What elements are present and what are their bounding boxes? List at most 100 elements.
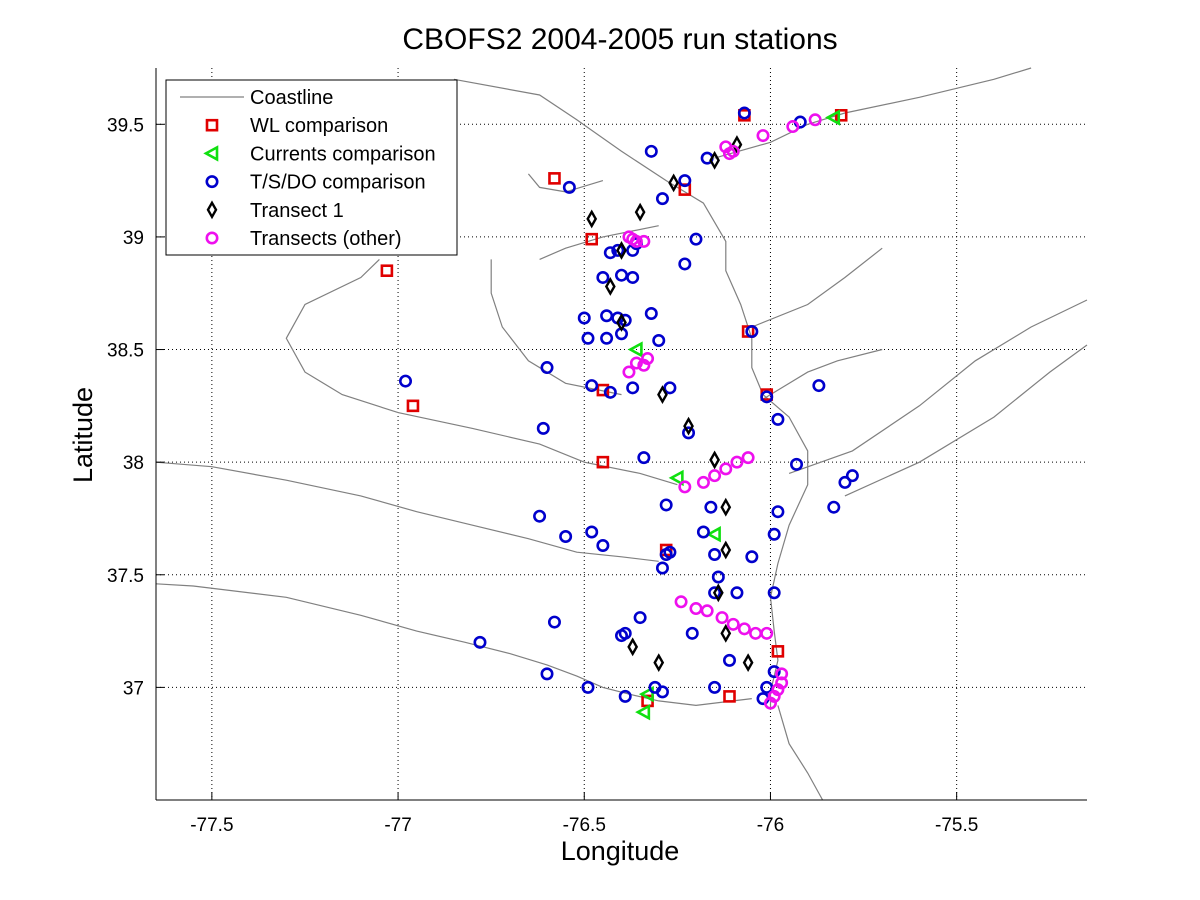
y-tick-label: 37 — [123, 678, 144, 699]
legend: Coastline WL comparison Currents compariso… — [165, 79, 458, 256]
station-marker — [708, 547, 722, 561]
x-tick-label: -76 — [757, 815, 784, 836]
station-marker — [763, 696, 777, 710]
station-marker — [663, 545, 677, 559]
station-marker — [678, 174, 692, 188]
station-marker — [577, 311, 591, 325]
coastline-segment — [844, 344, 1088, 497]
station-marker — [655, 192, 669, 206]
x-axis-label: Longitude — [561, 836, 680, 866]
y-tick-label: 38.5 — [107, 341, 144, 362]
station-marker — [771, 412, 785, 426]
coastline-segment — [490, 259, 622, 396]
station-marker — [722, 147, 736, 161]
station-marker — [596, 455, 610, 469]
station-marker — [600, 331, 614, 345]
series-transects-other — [622, 113, 822, 710]
series-currents-comparison — [627, 109, 841, 721]
station-marker — [406, 399, 420, 413]
station-marker — [668, 173, 680, 193]
station-marker — [720, 497, 732, 517]
station-marker — [668, 469, 684, 487]
legend-marker-swatch — [203, 145, 219, 162]
station-marker — [644, 307, 658, 321]
station-marker — [771, 645, 785, 658]
station-marker — [730, 586, 744, 600]
station-marker — [834, 108, 848, 122]
station-marker — [596, 538, 610, 552]
station-marker — [696, 475, 710, 489]
legend-entry-label: Currents comparison — [250, 143, 436, 165]
station-marker — [637, 451, 651, 465]
station-marker — [678, 257, 692, 271]
station-marker — [827, 500, 841, 514]
legend-entry-label: T/S/DO comparison — [250, 172, 426, 194]
station-marker — [683, 416, 694, 436]
station-marker — [562, 180, 576, 194]
station-marker — [723, 690, 736, 703]
station-marker — [618, 626, 632, 640]
station-marker — [726, 617, 740, 631]
station-marker — [845, 469, 859, 483]
station-marker — [790, 457, 804, 471]
station-marker — [730, 455, 744, 469]
station-marker — [380, 264, 394, 278]
station-marker — [548, 172, 561, 185]
station-marker — [737, 622, 751, 636]
station-marker — [771, 505, 785, 519]
y-tick-label: 39.5 — [107, 115, 144, 136]
station-marker — [745, 325, 759, 339]
station-marker — [711, 570, 725, 584]
station-marker — [682, 426, 696, 440]
station-marker — [737, 106, 751, 120]
station-marker — [655, 685, 669, 699]
coastline-segment — [777, 705, 824, 801]
station-marker — [596, 270, 610, 284]
station-marker — [678, 480, 692, 494]
station-marker — [756, 129, 770, 143]
station-marker — [618, 689, 632, 703]
legend-marker-swatch — [205, 118, 219, 132]
station-marker — [745, 550, 759, 564]
station-marker — [767, 586, 781, 600]
station-marker — [715, 611, 729, 625]
station-marker — [720, 540, 732, 560]
y-axis-label: Latitude — [68, 387, 98, 483]
station-marker — [685, 626, 699, 640]
station-marker — [709, 450, 720, 470]
station-marker — [559, 529, 573, 543]
station-marker — [596, 383, 610, 397]
series-t-s-do-comparison — [399, 106, 859, 706]
station-marker — [838, 475, 852, 489]
station-marker — [581, 680, 595, 694]
station-marker — [585, 525, 599, 539]
station-marker — [603, 246, 617, 260]
station-marker — [652, 334, 666, 348]
station-marker — [547, 615, 561, 629]
station-marker — [775, 667, 789, 681]
station-marker — [585, 232, 599, 246]
station-marker — [540, 361, 554, 375]
station-marker — [533, 509, 547, 523]
station-marker — [663, 381, 677, 395]
station-marker — [708, 469, 722, 483]
station-marker — [399, 374, 413, 388]
station-marker — [635, 703, 651, 721]
coastline-segment — [788, 299, 1088, 474]
station-marker — [674, 595, 688, 609]
station-marker — [719, 462, 733, 476]
station-marker — [786, 120, 800, 134]
series-coastline — [155, 67, 1088, 801]
x-tick-label: -77.5 — [190, 815, 233, 836]
legend-box — [165, 79, 458, 256]
station-marker — [626, 381, 640, 395]
coastline-segment — [155, 461, 659, 562]
legend-marker-swatch — [205, 175, 219, 189]
station-marker — [825, 109, 841, 126]
station-marker — [722, 653, 736, 667]
legend-entry-label: Coastline — [250, 87, 333, 109]
station-marker — [720, 623, 732, 643]
station-marker — [741, 451, 755, 465]
station-marker — [603, 385, 617, 399]
station-marker — [808, 113, 822, 127]
